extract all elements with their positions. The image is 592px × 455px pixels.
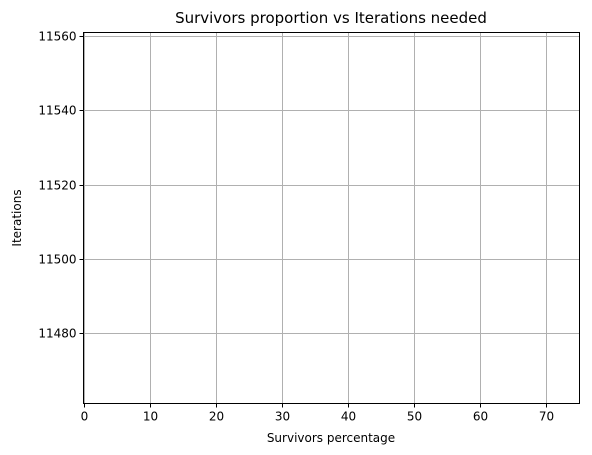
- x-tick-label: 20: [209, 410, 224, 424]
- x-tick-label: 50: [407, 410, 422, 424]
- x-axis-ticks: 0 10 20 30 40 50 60 70: [81, 403, 554, 424]
- x-gridlines: [84, 32, 547, 404]
- plot-area: [83, 32, 580, 404]
- y-tick-label: 11500: [38, 253, 76, 267]
- y-tick-label: 11520: [38, 179, 76, 193]
- x-tick-label: 60: [473, 410, 488, 424]
- x-tick-label: 30: [275, 410, 290, 424]
- y-tick-label: 11560: [38, 30, 76, 44]
- y-axis-ticks: 11480 11500 11520 11540 11560: [38, 30, 84, 341]
- x-tick-label: 70: [539, 410, 554, 424]
- y-gridlines: [83, 36, 580, 334]
- y-axis-label: Iterations: [10, 189, 24, 246]
- x-tick-label: 10: [143, 410, 158, 424]
- y-tick-label: 11540: [38, 104, 76, 118]
- x-tick-label: 40: [341, 410, 356, 424]
- y-tick-label: 11480: [38, 327, 76, 341]
- chart-title: Survivors proportion vs Iterations neede…: [175, 9, 487, 27]
- x-tick-label: 0: [81, 410, 89, 424]
- x-axis-label: Survivors percentage: [267, 431, 395, 445]
